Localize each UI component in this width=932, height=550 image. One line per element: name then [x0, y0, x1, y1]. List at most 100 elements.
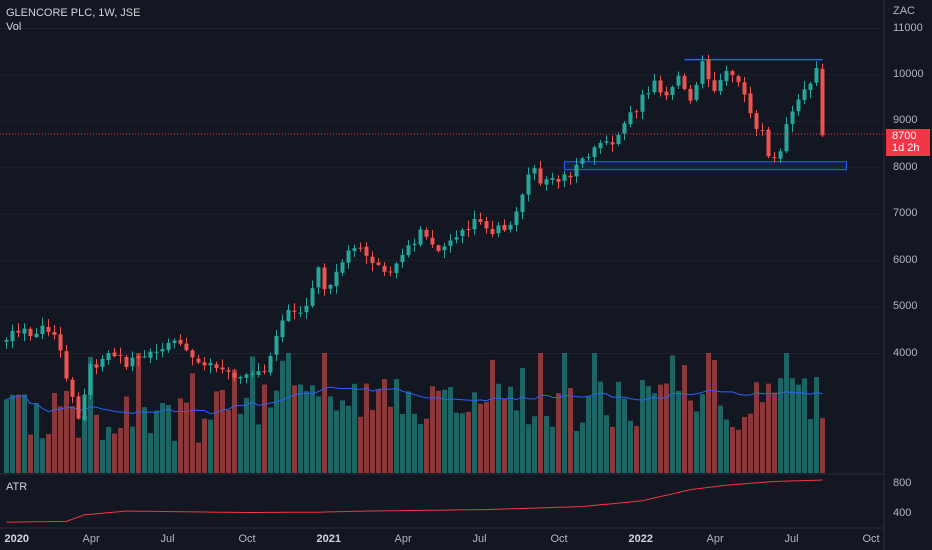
candle-down: [772, 157, 777, 159]
candle-down: [688, 88, 693, 101]
candle-down: [28, 328, 33, 337]
volume-bar: [556, 393, 561, 473]
candle-up: [10, 330, 15, 342]
volume-bar: [730, 427, 735, 473]
volume-bar: [208, 419, 213, 473]
candle-up: [316, 267, 321, 288]
candle-up: [250, 373, 255, 375]
candle-up: [580, 158, 585, 164]
volume-bar: [220, 390, 225, 473]
candle-down: [118, 354, 123, 356]
candle-up: [598, 142, 603, 149]
candle-down: [748, 93, 753, 114]
candle-up: [574, 164, 579, 177]
candle-up: [256, 371, 261, 375]
volume-bar: [304, 391, 309, 473]
candle-down: [712, 80, 717, 91]
price-tick-label: 7000: [893, 207, 918, 220]
volume-bar: [244, 397, 249, 473]
candle-down: [706, 59, 711, 80]
volume-bar: [184, 402, 189, 473]
volume-bar: [232, 369, 237, 473]
volume-bar: [40, 438, 45, 473]
candle-up: [352, 248, 357, 252]
candle-down: [262, 371, 267, 373]
candle-up: [586, 156, 591, 158]
candle-up: [40, 325, 45, 334]
candle-up: [622, 123, 627, 134]
candle-up: [298, 312, 303, 314]
candle-down: [382, 265, 387, 272]
volume-bar: [226, 409, 231, 473]
candle-up: [22, 328, 27, 334]
candle-down: [196, 358, 201, 363]
volume-bar: [148, 433, 153, 473]
candle-down: [214, 364, 219, 369]
candle-up: [562, 174, 567, 181]
candle-up: [496, 225, 501, 234]
volume-bar: [562, 353, 567, 473]
candle-up: [334, 271, 339, 287]
volume-bar: [496, 383, 501, 473]
candle-up: [142, 356, 147, 358]
candle-down: [70, 379, 75, 397]
volume-bar: [544, 416, 549, 473]
volume-bar: [772, 392, 777, 473]
volume-bar: [490, 359, 495, 473]
candle-down: [64, 351, 69, 379]
candle-up: [724, 70, 729, 82]
price-tick-label: 8000: [893, 160, 918, 173]
candle-down: [556, 178, 561, 182]
volume-bar: [610, 426, 615, 473]
volume-bar: [112, 433, 117, 473]
candle-up: [640, 94, 645, 112]
candle-up: [526, 174, 531, 195]
volume-bar: [310, 385, 315, 473]
volume-bar: [202, 418, 207, 473]
candle-down: [58, 334, 63, 351]
volume-bar: [784, 353, 789, 473]
volume-bar: [172, 440, 177, 473]
candle-up: [700, 61, 705, 84]
volume-bar: [238, 413, 243, 473]
volume-bar: [796, 384, 801, 473]
candle-up: [100, 358, 105, 367]
volume-bar: [712, 359, 717, 473]
candle-up: [460, 230, 465, 237]
volume-bar: [754, 382, 759, 473]
candle-down: [232, 372, 237, 378]
volume-bar: [742, 416, 747, 473]
candle-up: [274, 335, 279, 355]
candle-up: [400, 254, 405, 263]
candle-down: [52, 331, 57, 335]
volume-bar: [760, 402, 765, 473]
candle-down: [184, 343, 189, 351]
candle-up: [520, 194, 525, 213]
volume-bar: [580, 422, 585, 473]
candle-down: [820, 68, 825, 136]
volume-bar: [214, 391, 219, 473]
volume-bar: [682, 365, 687, 473]
candle-up: [694, 84, 699, 100]
candle-up: [676, 75, 681, 86]
volume-bar: [100, 440, 105, 473]
volume-bar: [718, 405, 723, 473]
candle-up: [604, 141, 609, 143]
volume-bar: [634, 426, 639, 473]
volume-label: Vol: [6, 21, 22, 33]
volume-bar: [430, 386, 435, 473]
candle-up: [550, 178, 555, 180]
candle-up: [592, 147, 597, 158]
candle-down: [202, 362, 207, 366]
atr-label: ATR: [6, 481, 28, 493]
candle-up: [670, 86, 675, 96]
last-price-tag: 8700 1d 2h: [886, 129, 930, 156]
time-tick-label: Apr: [394, 533, 412, 545]
volume-bar: [790, 378, 795, 473]
atr-line: [6, 479, 823, 523]
volume-bar: [358, 416, 363, 473]
volume-bar: [394, 379, 399, 473]
candle-down: [16, 330, 21, 333]
candle-up: [286, 309, 291, 322]
